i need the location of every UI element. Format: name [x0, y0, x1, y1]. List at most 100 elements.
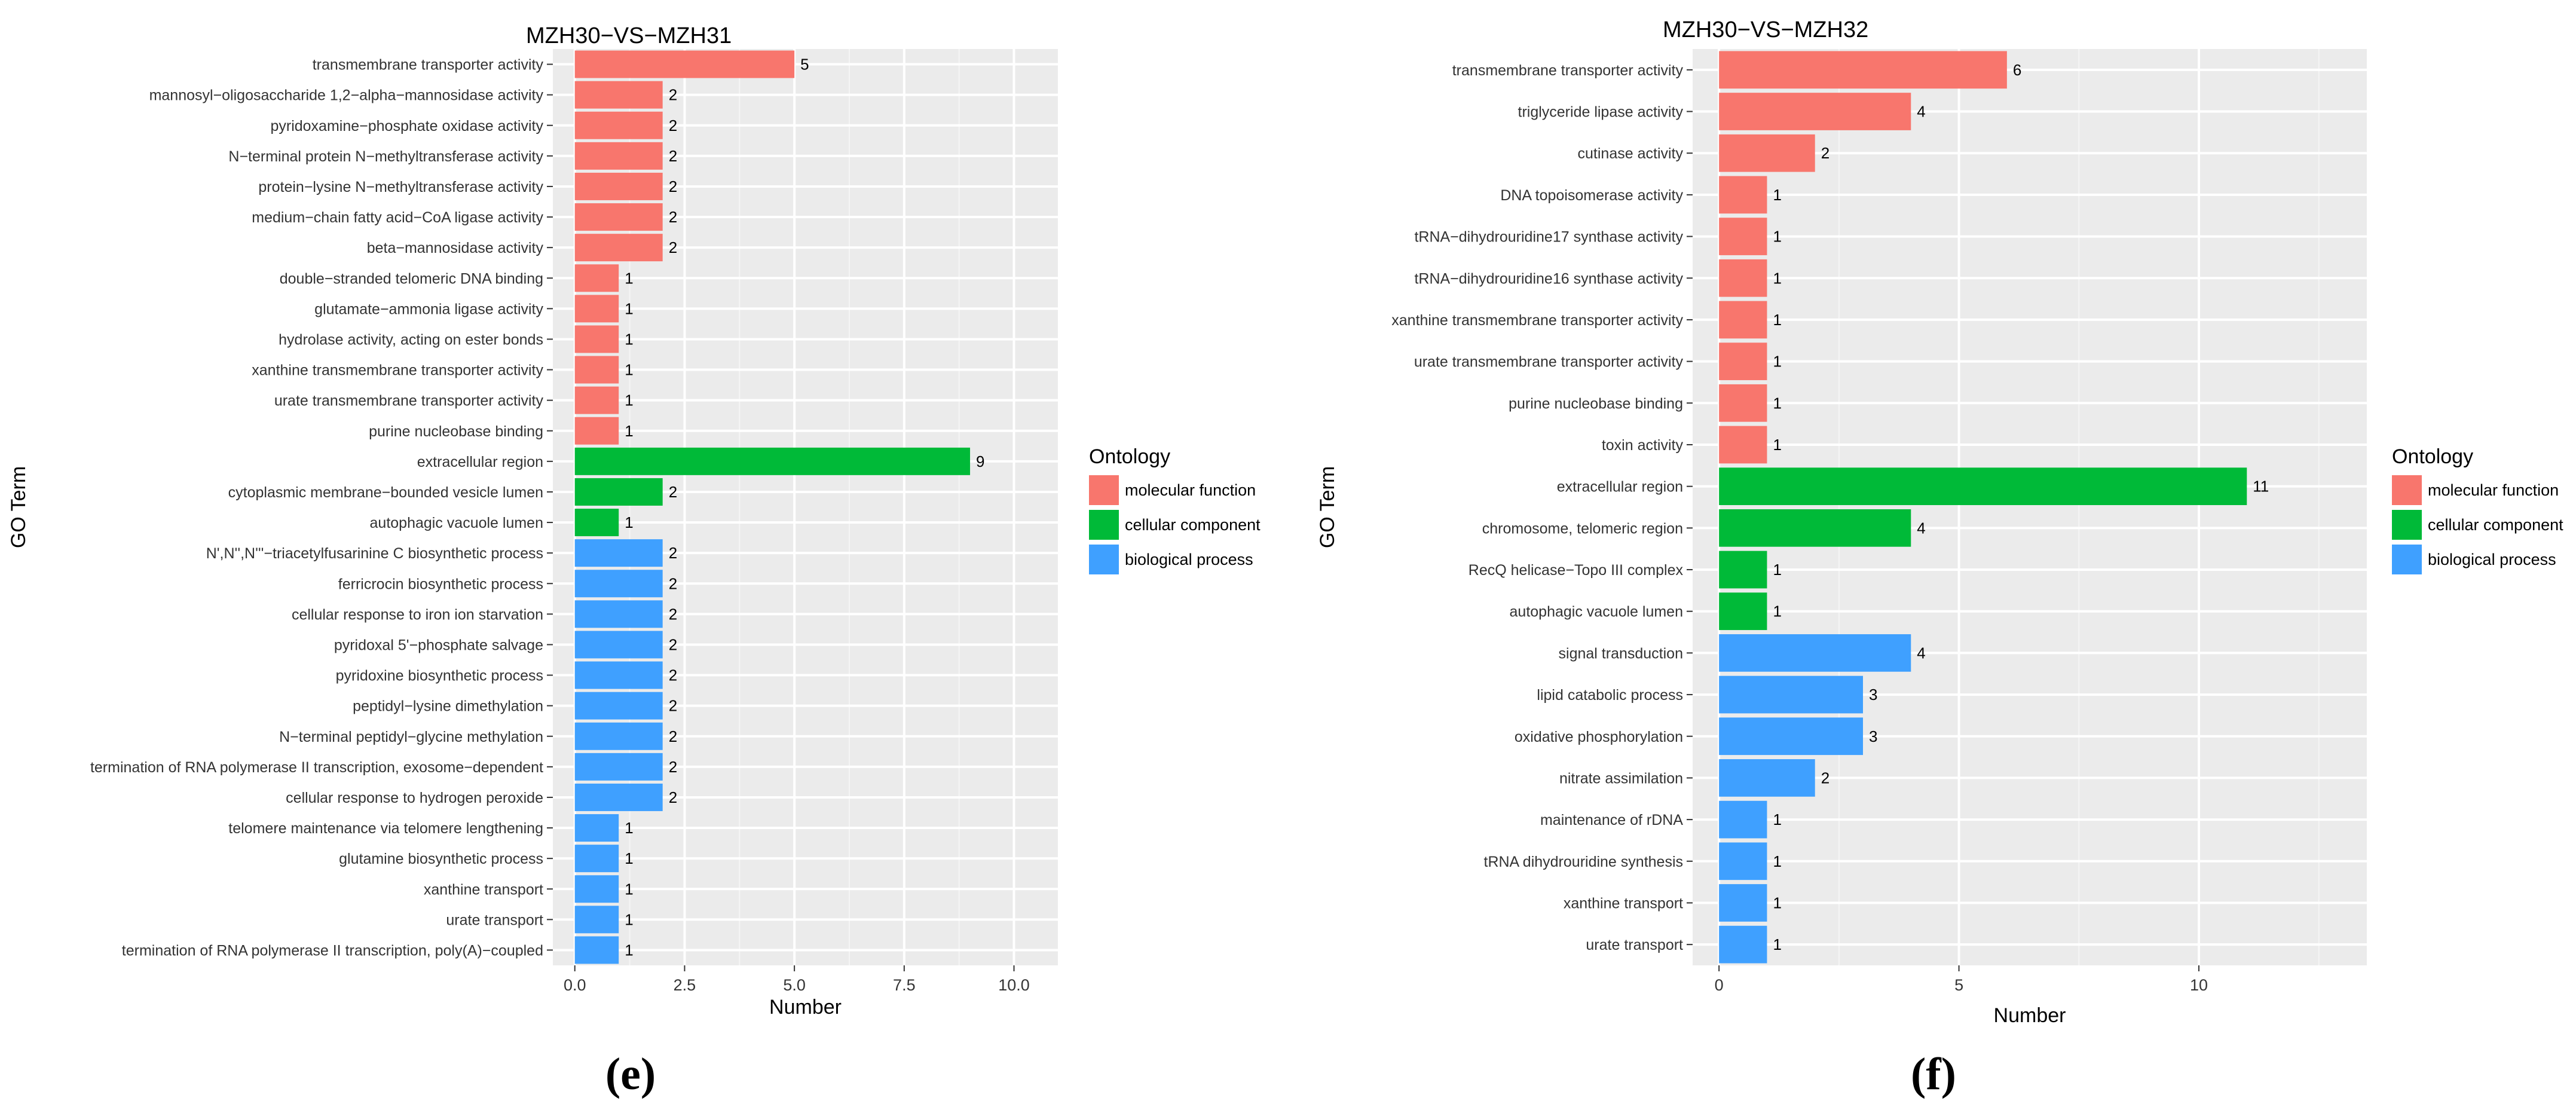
chart-f: 6 transmembrane transporter activity 4 trig…: [1316, 17, 2563, 1099]
y-tick-label: peptidyl−lysine dimethylation: [353, 698, 543, 715]
y-tick-label: glutamine biosynthetic process: [339, 851, 543, 867]
data-label: 1: [1773, 935, 1781, 953]
y-tick-label: oxidative phosphorylation: [1515, 729, 1683, 745]
plot-panel: [1693, 49, 2367, 965]
y-tick-label: tRNA−dihydrouridine17 synthase activity: [1414, 229, 1683, 246]
bar: [1719, 467, 2247, 506]
y-tick-label: protein−lysine N−methyltransferase activ…: [258, 179, 543, 195]
data-label: 2: [669, 544, 677, 562]
legend-entry-label: molecular function: [1125, 481, 1256, 499]
data-label: 1: [625, 880, 633, 898]
bar: [574, 234, 663, 262]
y-tick-label: medium−chain fatty acid−CoA ligase activ…: [252, 209, 543, 226]
y-tick-label: urate transport: [446, 912, 543, 928]
y-tick-label: maintenance of rDNA: [1540, 812, 1683, 828]
data-label: 2: [669, 147, 677, 165]
bar: [574, 356, 619, 384]
panel-label: (e): [605, 1049, 656, 1099]
legend-swatch: [2392, 475, 2422, 505]
data-label: 1: [1773, 561, 1781, 579]
data-label: 2: [669, 788, 677, 806]
y-tick-label: xanthine transmembrane transporter activ…: [1391, 312, 1683, 329]
data-label: 1: [1773, 894, 1781, 912]
data-label: 1: [1773, 353, 1781, 371]
y-tick-label: N',N'',N'''−triacetylfusarinine C biosyn…: [206, 545, 543, 562]
data-label: 1: [1773, 186, 1781, 204]
bar: [1719, 134, 1815, 172]
bar: [1719, 176, 1767, 214]
bar: [574, 172, 663, 200]
y-tick-label: autophagic vacuole lumen: [370, 515, 543, 531]
data-label: 2: [669, 758, 677, 776]
data-label: 6: [2013, 61, 2021, 79]
y-tick-label: triglyceride lipase activity: [1518, 104, 1684, 121]
bar: [1719, 800, 1767, 839]
y-tick-label: double−stranded telomeric DNA binding: [280, 270, 543, 287]
data-label: 11: [2253, 478, 2269, 496]
y-axis-label: GO Term: [7, 466, 30, 548]
bar: [574, 142, 663, 170]
y-tick-label: ferricrocin biosynthetic process: [338, 576, 543, 592]
bar: [1719, 384, 1767, 422]
x-tick-label: 7.5: [893, 976, 916, 994]
x-tick-label: 10.0: [998, 976, 1030, 994]
bar: [574, 814, 619, 842]
y-tick-label: urate transmembrane transporter activity: [1414, 354, 1684, 371]
y-axis-label: GO Term: [1316, 466, 1339, 548]
bar: [1719, 259, 1767, 297]
data-label: 1: [625, 269, 633, 287]
bar: [574, 447, 971, 475]
bar: [574, 936, 619, 964]
bar: [574, 478, 663, 506]
data-label: 1: [1773, 394, 1781, 412]
bar: [1719, 509, 1911, 547]
bar: [1719, 592, 1767, 631]
data-label: 1: [1773, 311, 1781, 329]
y-tick-label: urate transmembrane transporter activity: [274, 393, 544, 409]
y-tick-label: xanthine transmembrane transporter activ…: [252, 362, 543, 379]
y-tick-label: autophagic vacuole lumen: [1510, 604, 1683, 620]
legend-swatch: [1089, 510, 1119, 540]
data-label: 2: [1821, 769, 1829, 787]
data-label: 4: [1917, 644, 1925, 662]
data-label: 2: [669, 605, 677, 623]
y-tick-label: tRNA dihydrouridine synthesis: [1484, 854, 1684, 870]
y-tick-label: purine nucleobase binding: [1509, 395, 1683, 412]
data-label: 2: [669, 574, 677, 592]
y-tick-label: purine nucleobase binding: [369, 423, 543, 440]
y-tick-label: cutinase activity: [1578, 145, 1684, 162]
y-tick-label: cytoplasmic membrane−bounded vesicle lum…: [228, 484, 543, 501]
x-tick-label: 10: [2190, 976, 2208, 994]
bar: [574, 50, 795, 78]
y-tick-label: tRNA−dihydrouridine16 synthase activity: [1414, 270, 1683, 287]
plot-panel: [553, 49, 1058, 965]
data-label: 2: [669, 238, 677, 256]
y-tick-label: urate transport: [1586, 937, 1683, 953]
x-axis-label: Number: [769, 996, 842, 1019]
y-tick-label: transmembrane transporter activity: [313, 57, 544, 74]
y-tick-label: RecQ helicase−Topo III complex: [1468, 562, 1684, 579]
bar: [574, 111, 663, 139]
y-tick-label: nitrate assimilation: [1559, 770, 1683, 787]
y-tick-label: xanthine transport: [1564, 895, 1683, 912]
legend-title: Ontology: [2392, 445, 2473, 468]
y-tick-label: cellular response to hydrogen peroxide: [286, 790, 543, 806]
bar: [1719, 759, 1815, 797]
data-label: 1: [1773, 603, 1781, 620]
data-label: 1: [1773, 228, 1781, 246]
bar: [574, 509, 619, 537]
chart-title: MZH30−VS−MZH32: [1663, 17, 1868, 42]
bar: [574, 570, 663, 598]
data-label: 1: [1773, 811, 1781, 828]
data-label: 2: [669, 697, 677, 715]
bar: [574, 875, 619, 903]
data-label: 9: [976, 452, 984, 470]
legend-swatch: [2392, 510, 2422, 540]
data-label: 1: [625, 941, 633, 959]
bar: [574, 539, 663, 567]
bar: [1719, 634, 1911, 672]
y-tick-label: extracellular region: [1557, 479, 1683, 496]
legend-entry-label: molecular function: [2428, 481, 2559, 499]
data-label: 2: [669, 727, 677, 745]
